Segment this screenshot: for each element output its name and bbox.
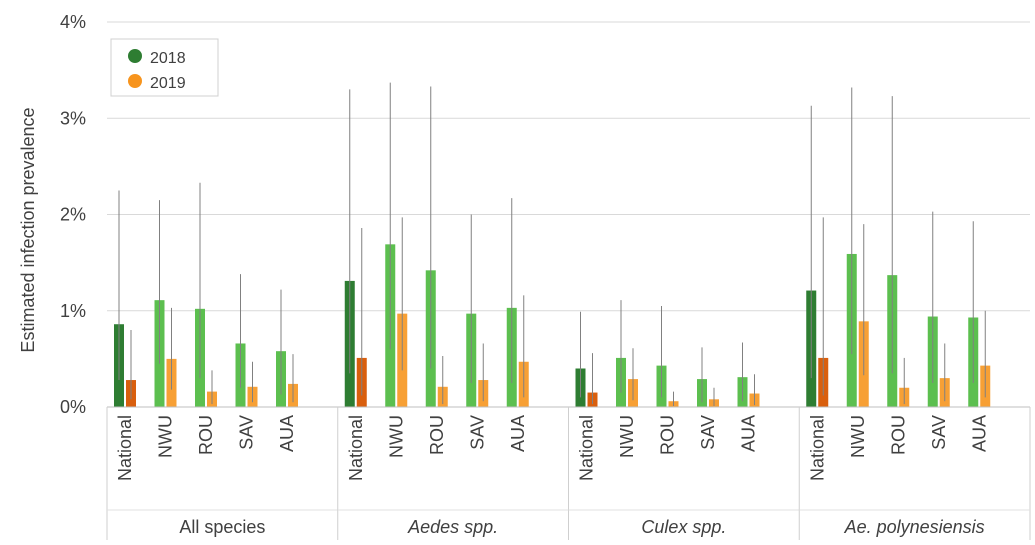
category-label: SAV: [237, 415, 257, 450]
error-bars-layer: [118, 82, 986, 407]
category-label: NWU: [848, 415, 868, 458]
y-tick-label: 3%: [60, 108, 86, 128]
category-label: AUA: [508, 415, 528, 452]
category-label: NWU: [156, 415, 176, 458]
y-tick-label: 1%: [60, 301, 86, 321]
category-label: SAV: [467, 415, 487, 450]
grid-layer: [107, 21, 1030, 312]
group-label: Aedes spp.: [407, 517, 498, 537]
category-label: ROU: [427, 415, 447, 455]
category-label: NWU: [386, 415, 406, 458]
category-label: NWU: [617, 415, 637, 458]
legend: 2018 2019: [110, 38, 219, 97]
category-label: AUA: [739, 415, 759, 452]
category-label: AUA: [277, 415, 297, 452]
category-label: ROU: [658, 415, 678, 455]
category-label: National: [807, 415, 827, 481]
legend-marker-2019: [128, 74, 142, 88]
y-tick-labels: 0% 1% 2% 3% 4%: [60, 12, 86, 417]
group-label: Ae. polynesiensis: [844, 517, 985, 537]
x-axis: National NWU ROU SAV AUA All species National N…: [106, 406, 1031, 540]
category-label: AUA: [969, 415, 989, 452]
y-tick-label: 2%: [60, 205, 86, 225]
category-label: ROU: [196, 415, 216, 455]
category-label: SAV: [929, 415, 949, 450]
legend-marker-2018: [128, 49, 142, 63]
legend-label-2019: 2019: [150, 75, 186, 92]
legend-label-2018: 2018: [150, 50, 186, 67]
y-axis-label: Estimated infection prevalence: [18, 107, 38, 352]
category-label: National: [577, 415, 597, 481]
category-label: SAV: [698, 415, 718, 450]
category-label: National: [115, 415, 135, 481]
group-label: All species: [179, 517, 265, 537]
legend-box: [110, 38, 219, 97]
y-tick-label: 0%: [60, 397, 86, 417]
bars-layer: [114, 244, 991, 407]
category-label: ROU: [888, 415, 908, 455]
y-tick-label: 4%: [60, 12, 86, 32]
group-label: Culex spp.: [641, 517, 726, 537]
category-label: National: [346, 415, 366, 481]
